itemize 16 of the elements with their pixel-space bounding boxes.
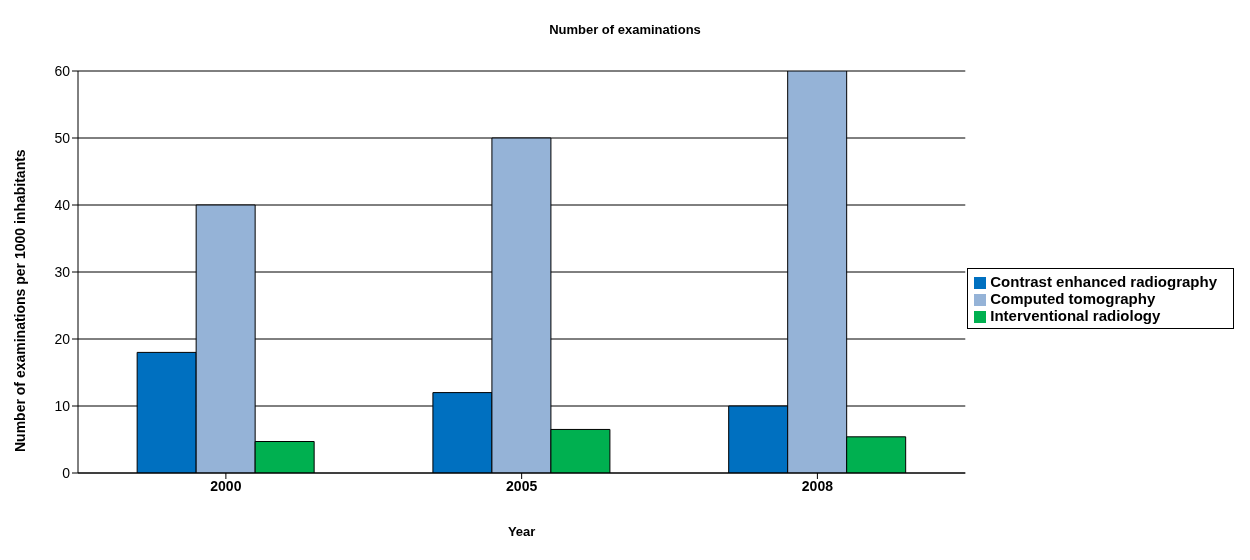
legend-label: Interventional radiology <box>990 306 1161 324</box>
y-tick-label: 30 <box>54 263 71 280</box>
chart-title: Number of examinations <box>548 22 702 37</box>
y-tick-label: 0 <box>62 464 71 481</box>
y-axis-title: Number of examinations per 1000 inhabitants <box>11 149 28 452</box>
y-tick-label: 40 <box>54 196 71 213</box>
x-tick-label: 2008 <box>801 477 834 494</box>
x-axis-title: Year <box>507 524 536 540</box>
x-tick-label: 2000 <box>210 477 242 494</box>
legend-label: Contrast enhanced radiography <box>990 272 1217 290</box>
y-tick-label: 10 <box>54 397 71 414</box>
y-tick-label: 20 <box>54 330 71 347</box>
legend-label: Computed tomography <box>990 289 1156 307</box>
y-tick-label: 60 <box>54 62 71 79</box>
y-tick-label: 50 <box>54 129 71 146</box>
x-tick-label: 2005 <box>506 477 538 494</box>
